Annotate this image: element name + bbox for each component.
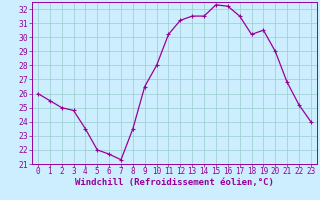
X-axis label: Windchill (Refroidissement éolien,°C): Windchill (Refroidissement éolien,°C)	[75, 178, 274, 187]
